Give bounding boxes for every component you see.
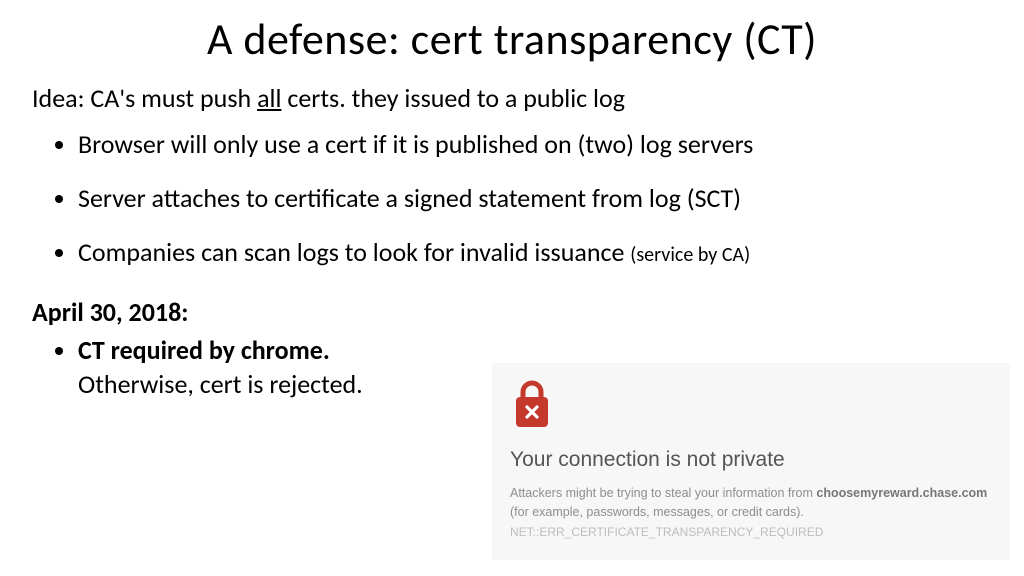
sub-list-item: CT required by chrome. Otherwise, cert i… <box>78 334 470 402</box>
idea-underlined: all <box>257 82 281 114</box>
bullet-item: Browser will only use a cert if it is pu… <box>78 128 1024 160</box>
ct-required-bold: CT required by chrome. <box>78 334 330 366</box>
idea-suffix: certs. they issued to a public log <box>281 82 625 114</box>
idea-prefix: Idea: CA's must push <box>32 82 257 114</box>
bullet-item: Companies can scan logs to look for inva… <box>78 236 1024 268</box>
ct-required-rest: Otherwise, cert is rejected. <box>78 368 363 400</box>
bullet-item: Server attaches to certificate a signed … <box>78 182 1024 214</box>
browser-warning-panel: Your connection is not private Attackers… <box>492 363 1010 560</box>
bullet-3-small: (service by CA) <box>630 243 750 267</box>
warning-text: Attackers might be trying to steal your … <box>510 484 992 542</box>
warning-error-code: NET::ERR_CERTIFICATE_TRANSPARENCY_REQUIR… <box>510 525 823 539</box>
sub-list: CT required by chrome. Otherwise, cert i… <box>32 334 470 402</box>
bullet-3-main: Companies can scan logs to look for inva… <box>78 236 630 268</box>
slide-title: A defense: cert transparency (CT) <box>0 0 1024 84</box>
bullet-list: Browser will only use a cert if it is pu… <box>0 128 1024 268</box>
date-line: April 30, 2018: <box>32 296 470 328</box>
warning-heading: Your connection is not private <box>510 448 992 472</box>
warning-text-before: Attackers might be trying to steal your … <box>510 486 816 500</box>
warning-domain: choosemyreward.chase.com <box>816 486 987 500</box>
idea-line: Idea: CA's must push all certs. they iss… <box>0 84 1024 114</box>
lock-icon <box>510 379 992 434</box>
date-section: April 30, 2018: CT required by chrome. O… <box>0 296 470 402</box>
warning-text-after: (for example, passwords, messages, or cr… <box>510 505 804 519</box>
